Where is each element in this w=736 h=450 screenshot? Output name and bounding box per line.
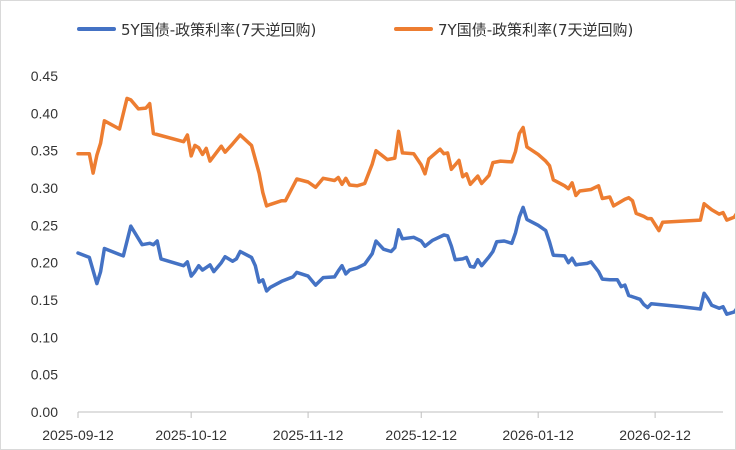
- y-axis: 0.00 0.05 0.10 0.15 0.20 0.25 0.30 0.35 0.40 0.45: [31, 68, 58, 420]
- x-tick-label: 2025-11-12: [273, 427, 344, 443]
- y-tick-label: 0.00: [31, 404, 58, 420]
- y-tick-label: 0.25: [31, 217, 58, 233]
- legend: 5Y国债-政策利率(7天逆回购) 7Y国债-政策利率(7天逆回购): [77, 21, 633, 39]
- legend-label-5y: 5Y国债-政策利率(7天逆回购): [121, 21, 316, 39]
- y-tick-label: 0.10: [31, 329, 58, 345]
- y-tick-label: 0.20: [31, 255, 58, 271]
- x-tick-label: 2025-12-12: [385, 427, 457, 443]
- legend-label-7y: 7Y国债-政策利率(7天逆回购): [438, 21, 633, 39]
- x-axis: 2025-09-12 2025-10-12 2025-11-12 2025-12-12…: [42, 411, 723, 443]
- y-tick-label: 0.15: [31, 292, 58, 308]
- x-tick-label: 2026-01-12: [502, 427, 574, 443]
- x-tick-label: 2025-10-12: [155, 427, 227, 443]
- y-tick-label: 0.35: [31, 143, 58, 159]
- x-tick-label: 2025-09-12: [42, 427, 114, 443]
- y-tick-label: 0.45: [31, 68, 58, 84]
- y-tick-label: 0.05: [31, 367, 58, 383]
- series-line-5y: [76, 205, 735, 316]
- y-tick-label: 0.30: [31, 180, 58, 196]
- x-tick-label: 2026-02-12: [619, 427, 691, 443]
- y-tick-label: 0.40: [31, 105, 58, 121]
- series-layer: [76, 96, 735, 316]
- series-line-7y: [76, 96, 735, 233]
